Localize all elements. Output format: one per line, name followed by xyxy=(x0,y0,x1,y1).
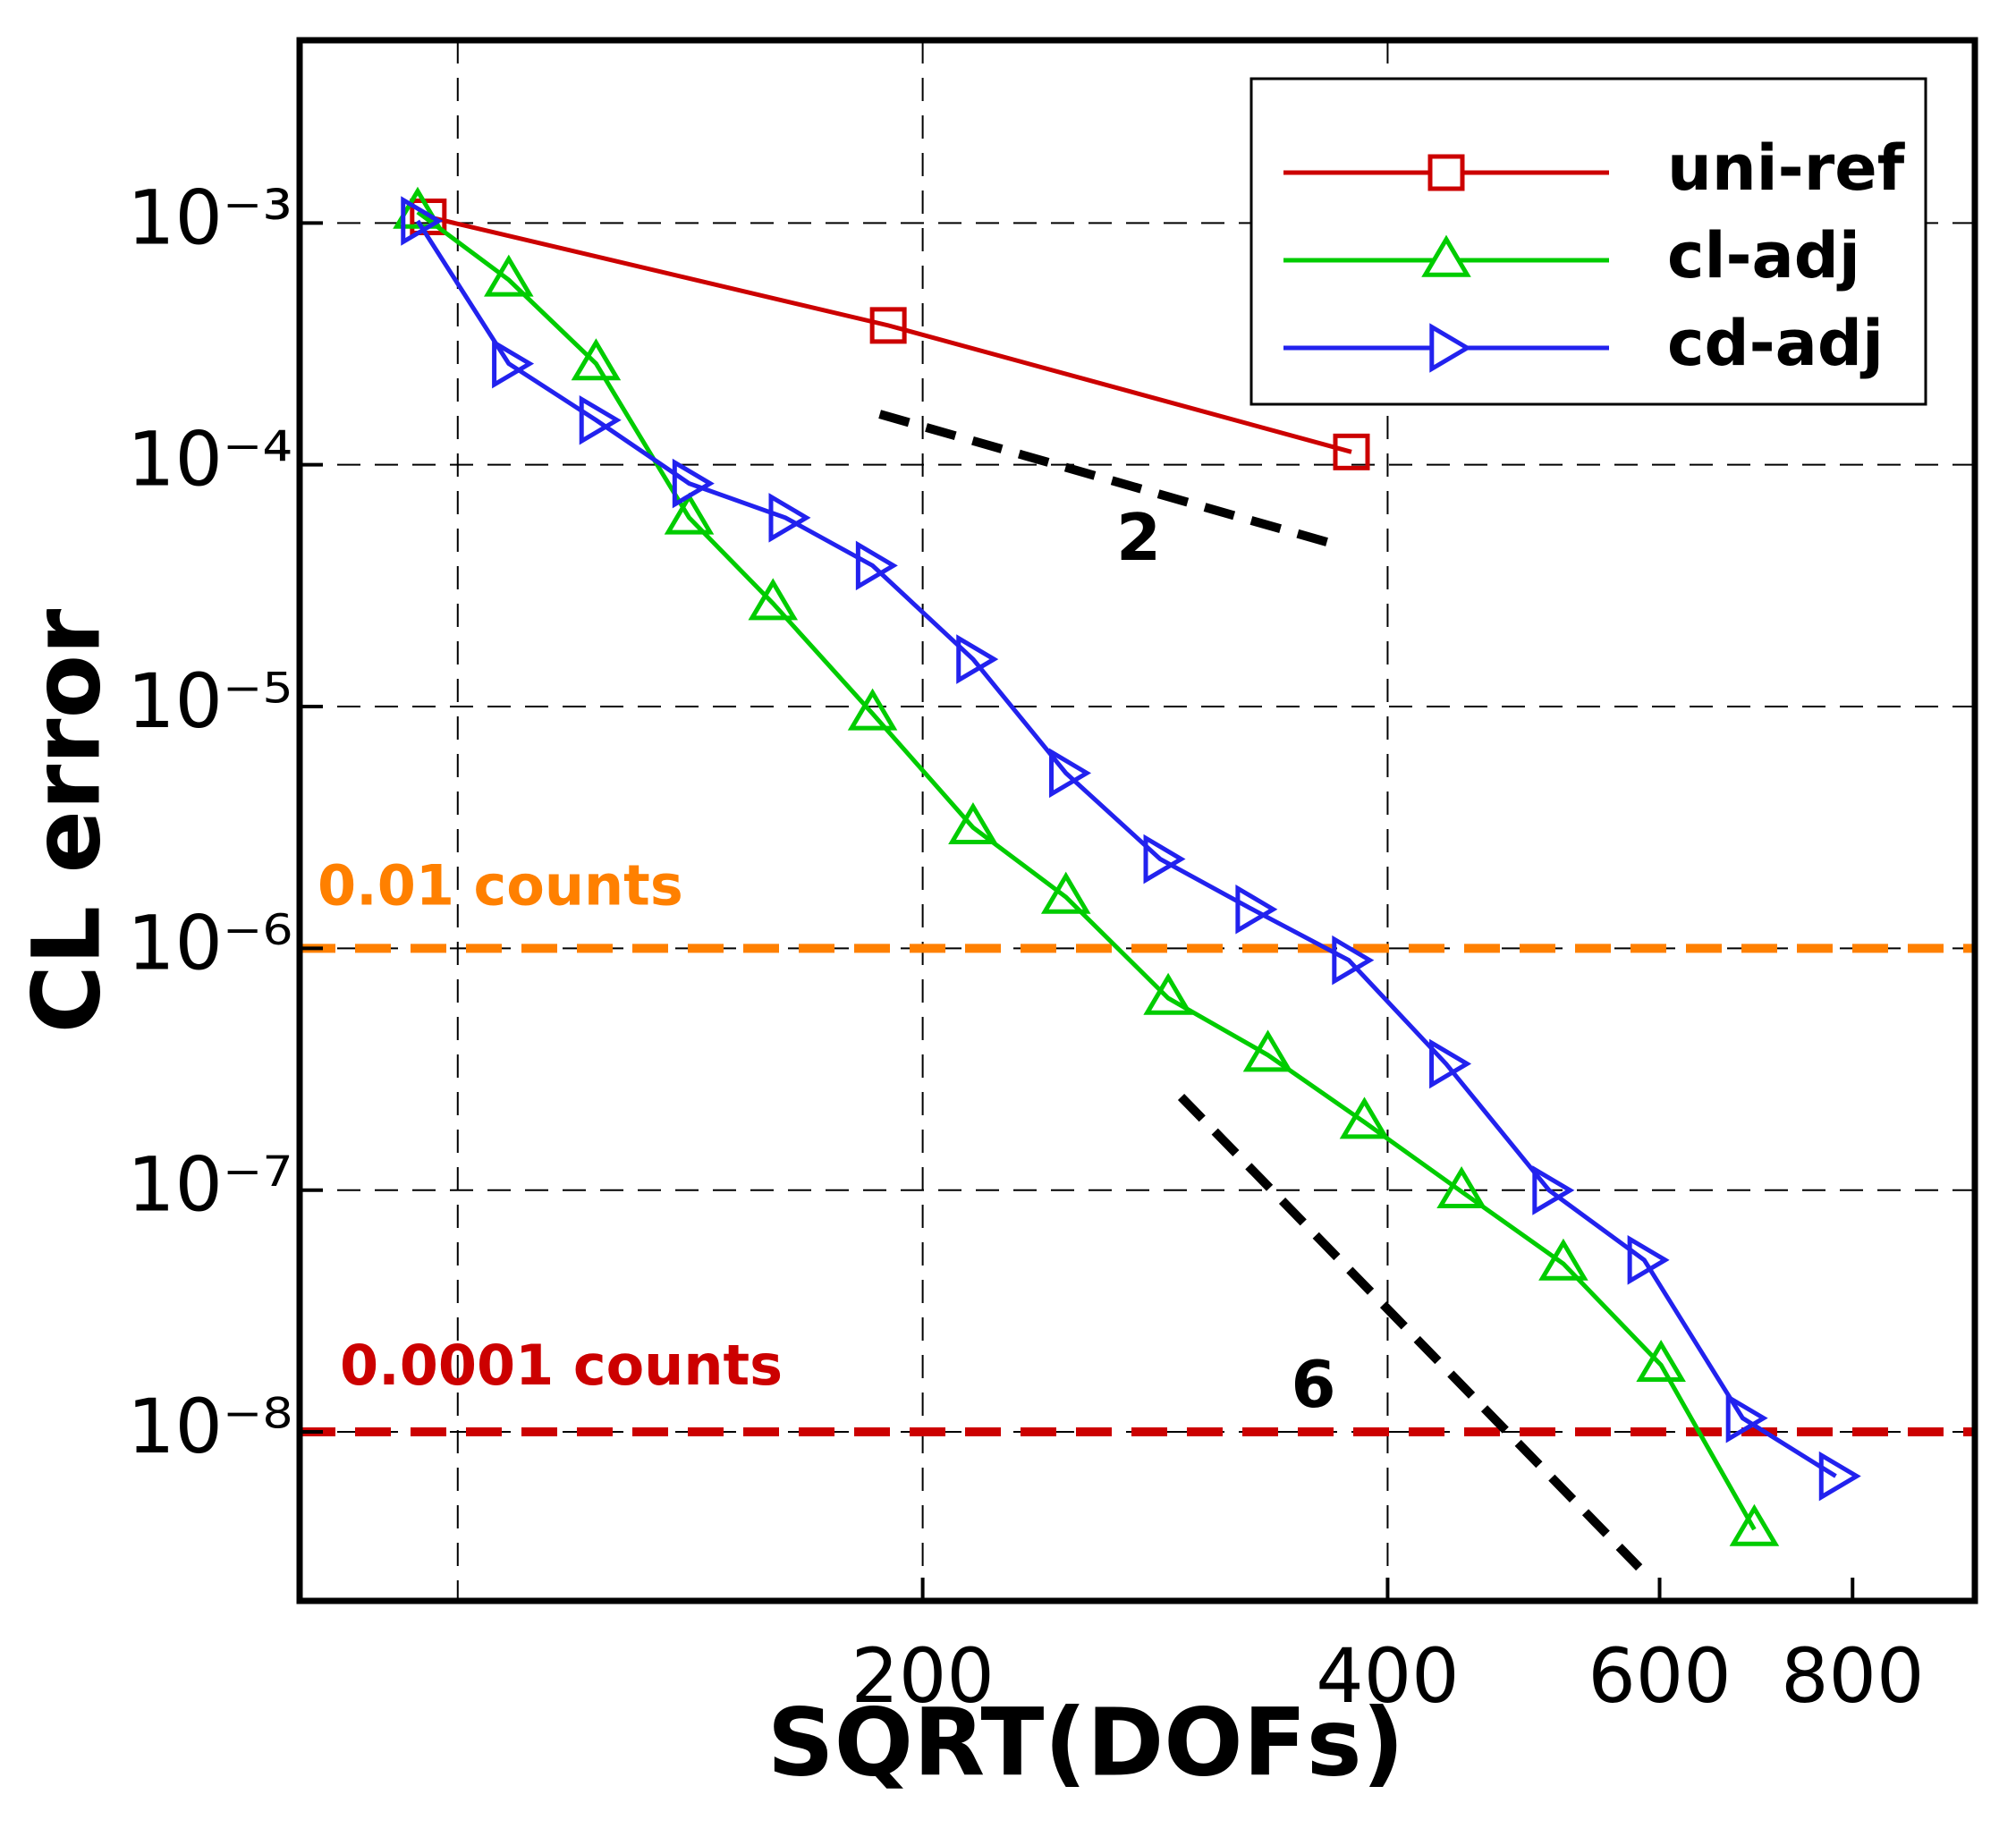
y-tick-label: 10⁻⁷ xyxy=(127,1141,292,1229)
y-tick-label: 10⁻⁵ xyxy=(127,657,292,745)
marker xyxy=(393,186,443,229)
threshold-label: 0.0001 counts xyxy=(340,1333,783,1398)
marker xyxy=(672,458,715,509)
marker xyxy=(855,540,898,591)
x-tick-label: 400 xyxy=(1316,1632,1459,1720)
legend-label: cl-adj xyxy=(1667,219,1860,292)
marker xyxy=(748,578,799,621)
marker xyxy=(1818,1451,1861,1502)
marker xyxy=(1339,1096,1390,1139)
marker xyxy=(579,394,622,445)
reference-line xyxy=(878,410,1340,550)
plot-frame xyxy=(296,37,1978,1604)
marker xyxy=(1729,1503,1780,1546)
marker xyxy=(571,338,622,381)
marker xyxy=(410,199,447,236)
marker xyxy=(1421,234,1471,277)
marker xyxy=(1242,1029,1293,1072)
y-axis-title: CL error xyxy=(12,609,121,1034)
x-axis-title: SQRT(DOFs) xyxy=(767,1688,1404,1797)
marker xyxy=(664,492,715,535)
series-line xyxy=(415,219,1837,1478)
x-tick-label: 800 xyxy=(1781,1632,1924,1720)
y-tick-label: 10⁻⁶ xyxy=(127,899,292,986)
marker xyxy=(1143,972,1193,1015)
marker xyxy=(1532,1165,1575,1215)
slope-label: 6 xyxy=(1292,1347,1336,1422)
y-tick-label: 10⁻⁸ xyxy=(127,1383,292,1470)
legend-label: uni-ref xyxy=(1667,131,1906,205)
marker xyxy=(1429,323,1472,373)
series-line xyxy=(428,215,1352,454)
marker xyxy=(768,493,811,543)
marker xyxy=(1627,1235,1670,1285)
x-tick-label: 200 xyxy=(851,1632,994,1720)
y-tick-label: 10⁻³ xyxy=(127,174,292,261)
x-tick-label: 600 xyxy=(1588,1632,1731,1720)
marker xyxy=(1538,1238,1588,1281)
marker xyxy=(1040,871,1091,914)
marker xyxy=(1049,748,1092,799)
marker xyxy=(484,254,534,297)
legend-label: cd-adj xyxy=(1667,307,1884,380)
marker xyxy=(1636,1339,1686,1383)
marker xyxy=(1333,433,1370,470)
marker xyxy=(492,338,535,389)
marker xyxy=(1143,834,1186,885)
marker xyxy=(956,634,999,684)
threshold-label: 0.01 counts xyxy=(318,852,683,918)
marker xyxy=(1429,1038,1472,1089)
plot-area xyxy=(300,40,1975,1601)
marker xyxy=(948,801,998,844)
marker xyxy=(401,196,444,246)
y-tick-label: 10⁻⁴ xyxy=(127,416,292,504)
marker xyxy=(1436,1166,1487,1209)
slope-label: 2 xyxy=(1116,500,1161,575)
reference-line xyxy=(1177,1093,1643,1571)
series-line xyxy=(416,210,1757,1531)
marker xyxy=(1235,884,1278,935)
marker xyxy=(1427,154,1465,191)
marker xyxy=(869,307,907,344)
marker xyxy=(1725,1393,1768,1443)
marker xyxy=(847,688,898,731)
marker xyxy=(1332,935,1375,986)
